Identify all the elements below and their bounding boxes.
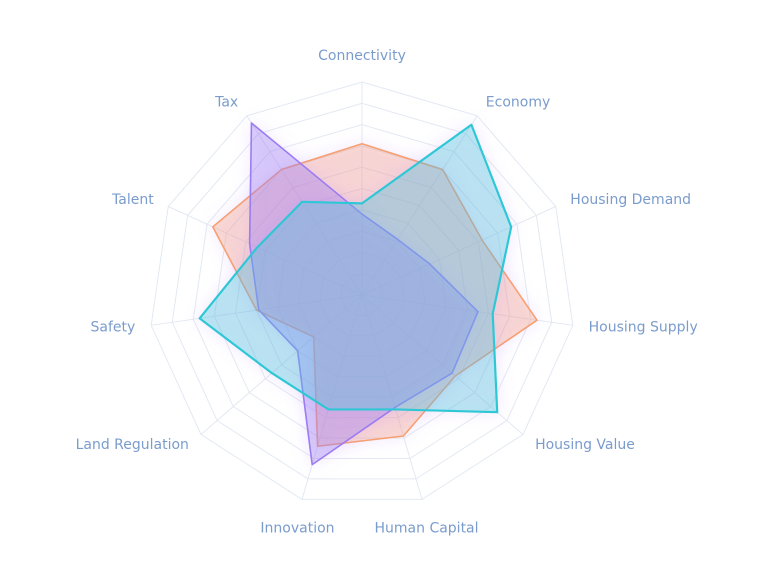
- axis-label: Housing Value: [535, 437, 635, 453]
- axis-label: Economy: [486, 94, 550, 110]
- axis-label: Land Regulation: [76, 437, 189, 453]
- series-layer: [198, 122, 538, 466]
- grid-ring: [171, 102, 553, 480]
- axis-label: Housing Supply: [589, 320, 698, 336]
- labels: Connectivity Economy Housing Demand Housing…: [76, 48, 698, 537]
- axis-label: Connectivity: [318, 48, 406, 64]
- axis-label: Housing Demand: [570, 192, 691, 208]
- axis-label: Innovation: [260, 521, 334, 537]
- axis-label: Human Capital: [375, 521, 479, 537]
- axis-label: Talent: [111, 192, 154, 208]
- grid-ring: [150, 81, 574, 500]
- axis-label: Tax: [214, 94, 238, 110]
- series-area: [198, 123, 513, 414]
- axis-label: Safety: [91, 320, 136, 336]
